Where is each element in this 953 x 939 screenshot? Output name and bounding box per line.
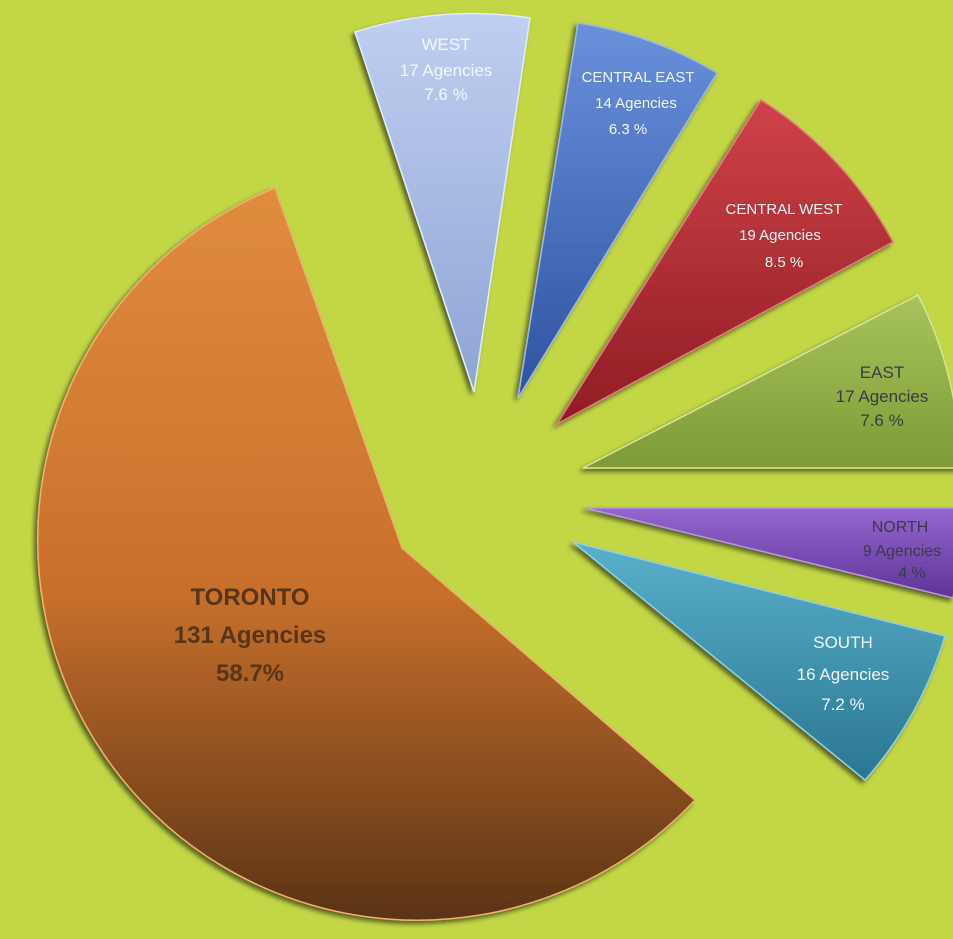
label-central-west: CENTRAL WEST 19 Agencies 8.5 % (726, 201, 843, 271)
label-central-east: CENTRAL EAST 14 Agencies 6.3 % (582, 69, 695, 138)
label-west-agencies: 17 Agencies (400, 61, 493, 80)
label-north-percent: 4 % (898, 565, 926, 582)
label-toronto: TORONTO 131 Agencies 58.7% (174, 584, 327, 687)
slice-south (572, 541, 946, 782)
label-central-west-region: CENTRAL WEST (726, 201, 843, 218)
label-east: EAST 17 Agencies 7.6 % (836, 363, 929, 430)
label-toronto-percent: 58.7% (216, 660, 284, 687)
label-central-east-region: CENTRAL EAST (582, 69, 695, 86)
slice-east (582, 293, 953, 469)
label-north-region: NORTH (872, 519, 929, 536)
slice-west (354, 12, 531, 393)
slice-central-west (554, 98, 895, 427)
label-south: SOUTH 16 Agencies 7.2 % (797, 633, 890, 714)
label-north-agencies: 9 Agencies (863, 543, 941, 560)
label-central-east-percent: 6.3 % (609, 121, 647, 138)
slice-central-east (517, 22, 719, 399)
label-toronto-region: TORONTO (190, 584, 309, 611)
label-east-region: EAST (860, 363, 904, 382)
label-central-west-agencies: 19 Agencies (739, 227, 821, 244)
label-toronto-agencies: 131 Agencies (174, 622, 327, 649)
label-west: WEST 17 Agencies 7.6 % (400, 35, 493, 104)
label-north: NORTH 9 Agencies 4 % (863, 519, 941, 582)
slice-toronto (36, 187, 697, 921)
label-west-region: WEST (421, 35, 470, 54)
label-south-percent: 7.2 % (821, 695, 864, 714)
label-west-percent: 7.6 % (424, 85, 467, 104)
label-central-west-percent: 8.5 % (765, 254, 803, 271)
label-south-agencies: 16 Agencies (797, 665, 890, 684)
slice-north (584, 507, 953, 599)
label-central-east-agencies: 14 Agencies (595, 95, 677, 112)
label-east-agencies: 17 Agencies (836, 387, 929, 406)
label-south-region: SOUTH (813, 633, 873, 652)
label-east-percent: 7.6 % (860, 411, 903, 430)
